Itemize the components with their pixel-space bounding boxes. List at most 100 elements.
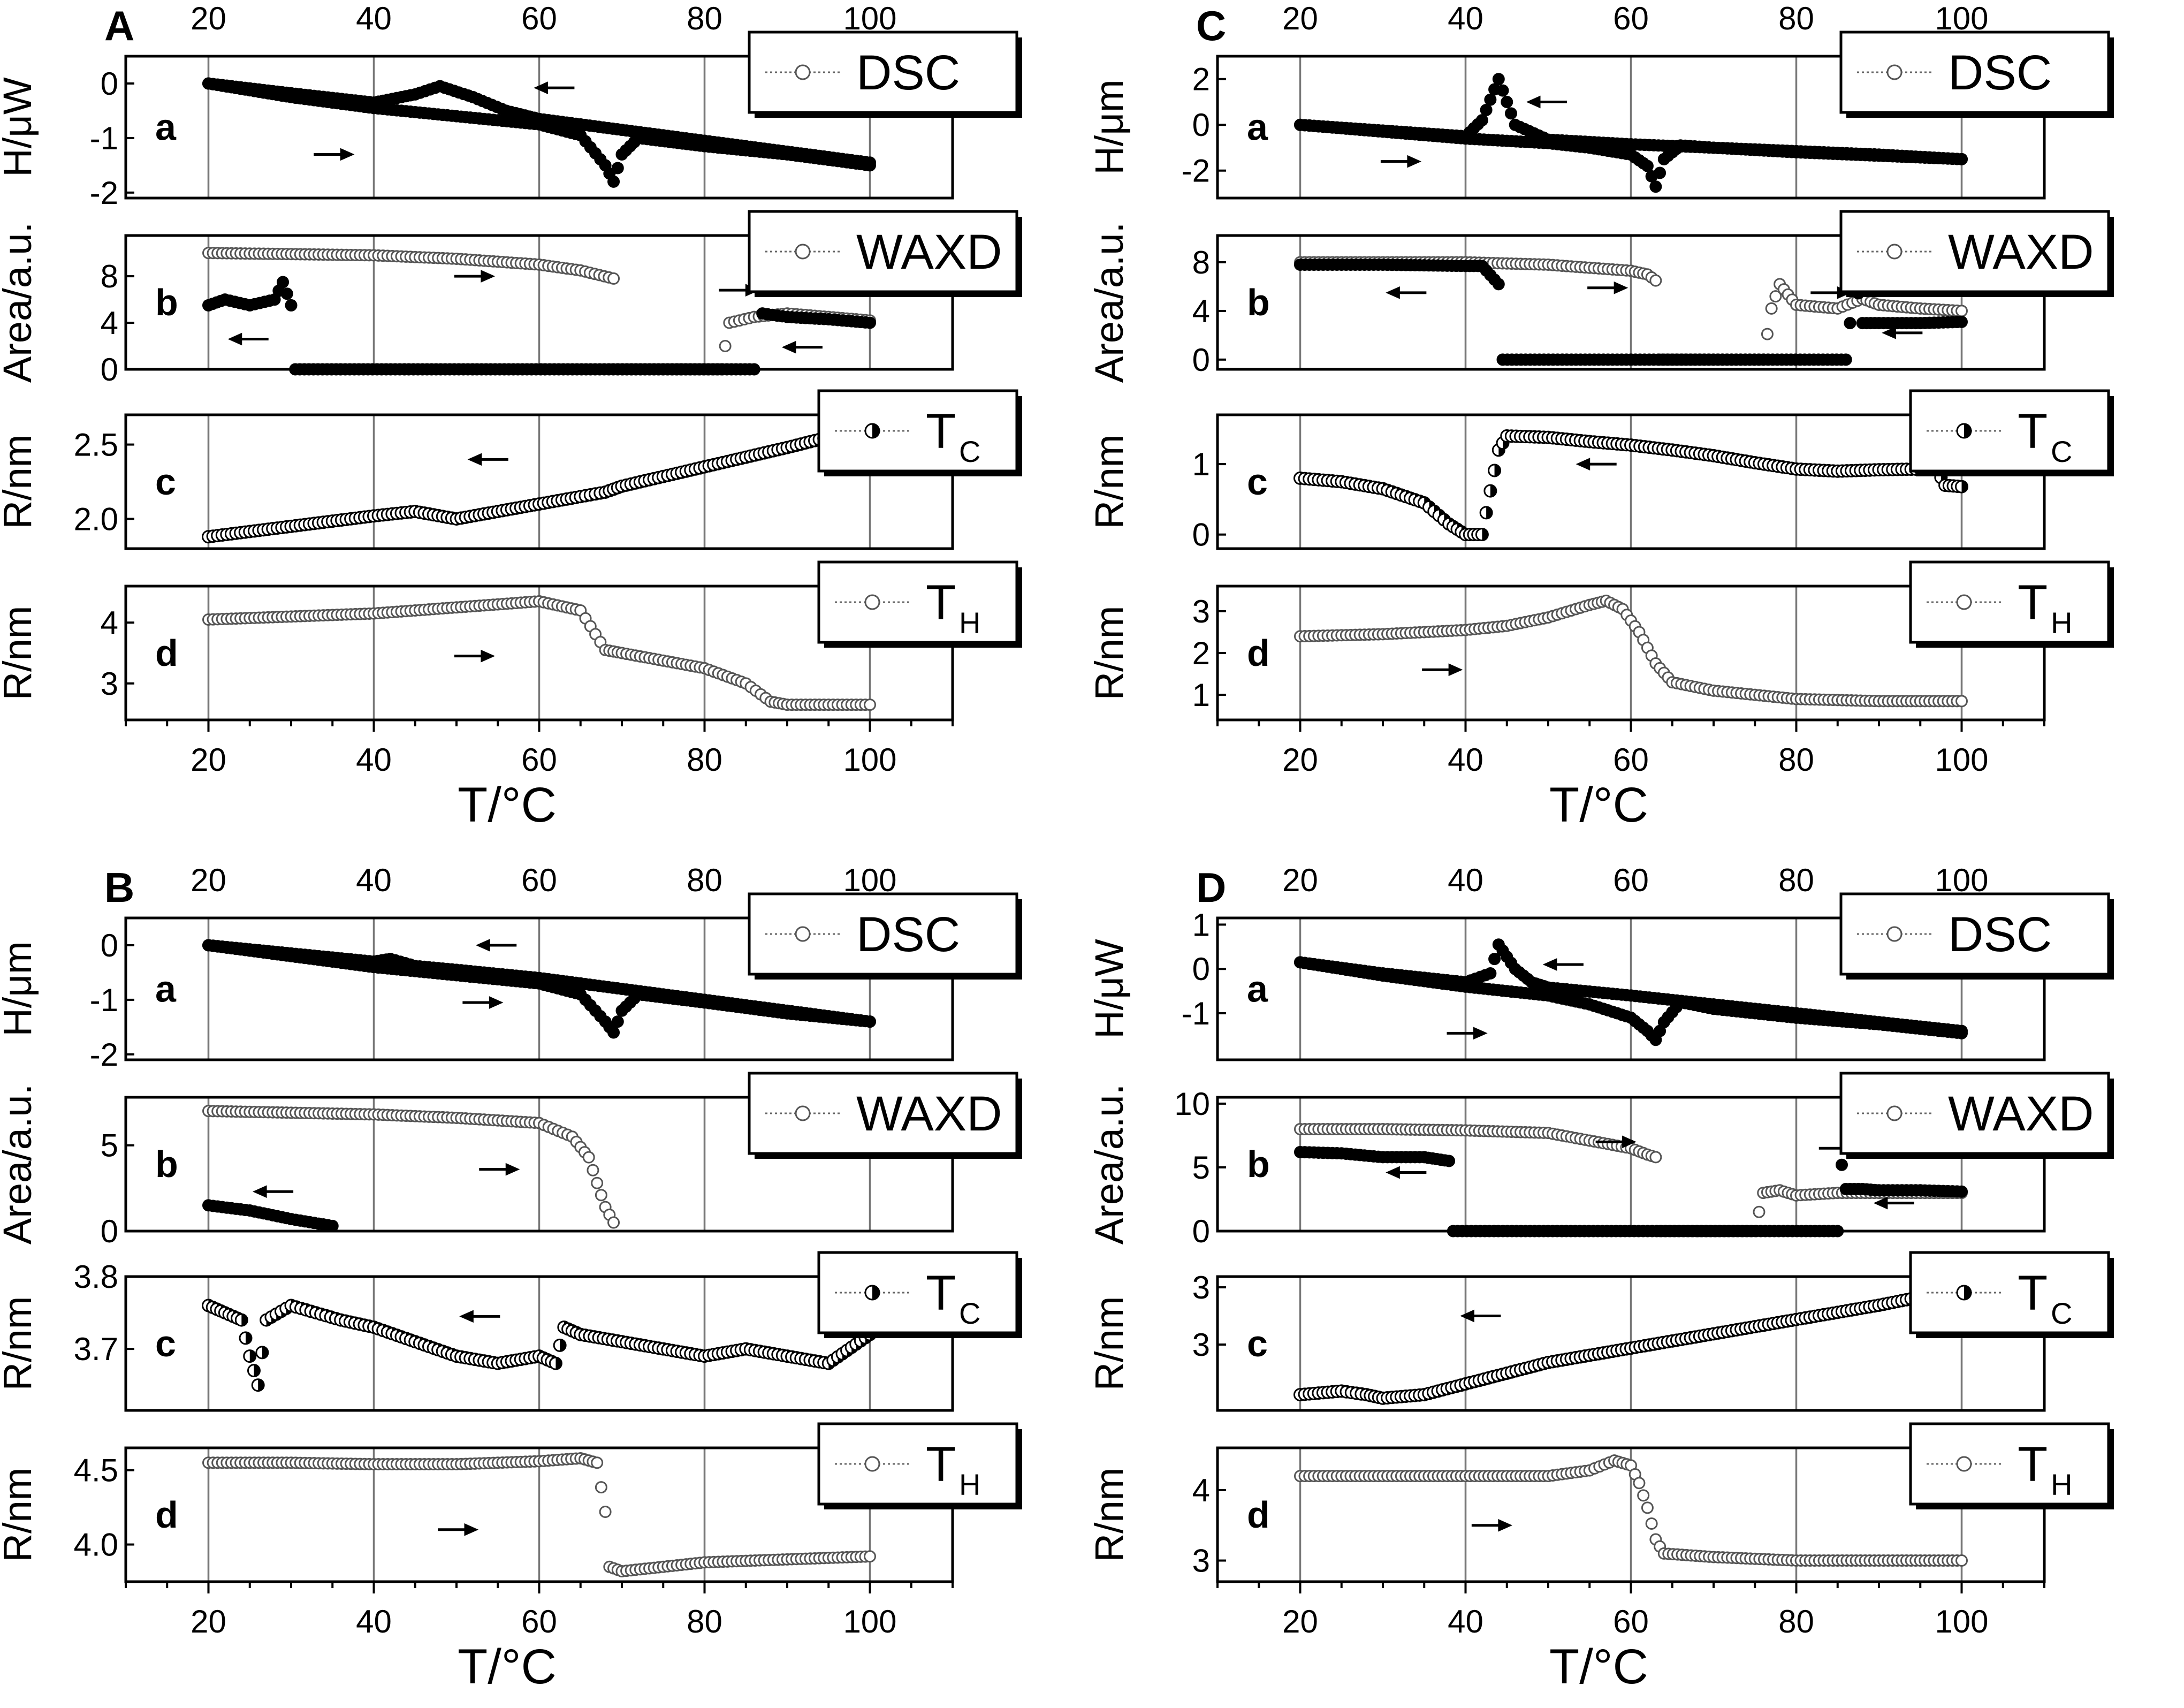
series-TC [202, 420, 877, 544]
data-point [326, 1219, 339, 1232]
arrow-head [1407, 155, 1422, 168]
top-x-tick-label: 60 [1613, 862, 1649, 898]
arrow-head [1498, 1519, 1513, 1532]
data-point [1496, 84, 1509, 97]
subplot-letter: c [1247, 1323, 1268, 1364]
top-x-tick-label: 80 [1778, 862, 1814, 898]
data-point [1955, 695, 1968, 708]
subplot-letter: a [1247, 968, 1268, 1010]
data-point [591, 1456, 604, 1469]
panel-letter: C [1196, 2, 1226, 49]
arrow-head [481, 270, 496, 283]
data-point [1761, 328, 1774, 340]
y-axis-label: H/μW [1087, 939, 1131, 1039]
top-x-tick-label: 80 [1778, 1, 1814, 36]
legend-label: DSC [1948, 45, 2052, 100]
data-point [1955, 1554, 1968, 1567]
data-point [1501, 95, 1513, 108]
legend-box [817, 389, 1018, 473]
legend-marker [1886, 64, 1903, 80]
legend-marker [795, 1105, 811, 1121]
y-tick-label: 3.8 [74, 1259, 118, 1295]
legend-label: T [2018, 575, 2048, 630]
legend-subscript: C [2051, 435, 2072, 468]
x-axis-label: T/°C [1549, 1639, 1648, 1694]
top-x-tick-label: 60 [521, 862, 557, 898]
y-tick-label: 5 [1192, 1150, 1210, 1186]
arrow-head [489, 996, 504, 1009]
legend-marker [795, 926, 811, 942]
y-tick-label: 4 [101, 305, 118, 341]
arrow-head [1386, 286, 1400, 299]
y-tick-label: -2 [90, 1037, 118, 1073]
data-point [1504, 107, 1517, 120]
legend-label: WAXD [856, 1087, 1002, 1141]
legend: DSC [748, 892, 1022, 980]
subplot-b: 0 5 10 Area/a.u. b WAXD [1087, 1072, 2114, 1249]
subplot-letter: b [155, 1143, 178, 1185]
x-axis-label: T/°C [458, 1639, 557, 1694]
data-point [1492, 278, 1505, 291]
y-tick-label: 0 [1192, 342, 1210, 378]
arrow-head [476, 939, 490, 952]
top-x-tick-label: 20 [1282, 862, 1318, 898]
subplot-d: 4.0 4.5 R/nm d T H 20 40 60 80 100 T/°C [0, 1422, 1022, 1694]
subplot-letter: a [155, 968, 177, 1010]
y-axis-label: R/nm [1087, 435, 1131, 529]
data-point [1475, 114, 1488, 127]
x-tick-label: 40 [356, 1604, 392, 1639]
x-tick-label: 80 [1778, 1604, 1814, 1639]
subplot-a: 2 0 -2 H/μm a DSC [1087, 31, 2114, 200]
legend-label: T [926, 1266, 956, 1320]
subplot-c: 3 3 R/nm c T C [1087, 1251, 2114, 1412]
top-x-tick-label: 60 [521, 1, 557, 36]
y-axis-label: R/nm [0, 1468, 40, 1562]
arrow-head [1542, 958, 1557, 971]
subplot-c: 3.7 3.8 R/nm c T C [0, 1251, 1022, 1412]
x-tick-label: 100 [1935, 742, 1988, 778]
data-point [607, 272, 620, 285]
x-tick-label: 100 [843, 742, 896, 778]
arrow-head [1576, 458, 1591, 470]
data-point [1649, 1151, 1662, 1164]
legend-subscript: C [959, 435, 980, 468]
x-tick-label: 60 [1613, 742, 1649, 778]
legend: DSC [1839, 892, 2114, 980]
legend-marker [1886, 926, 1903, 942]
legend: DSC [1839, 31, 2114, 118]
subplot-letter: c [155, 461, 176, 503]
legend: DSC [748, 31, 1022, 118]
y-tick-label: 4.0 [74, 1527, 118, 1563]
legend-marker [864, 1456, 880, 1472]
top-x-tick-label: 40 [356, 1, 392, 36]
y-axis-label: R/nm [1087, 606, 1131, 701]
subplot-d: 3 4 R/nm d T H 20 40 60 80 100 T/°C [1087, 1422, 2114, 1694]
y-axis-label: R/nm [1087, 1296, 1131, 1391]
y-tick-label: -1 [90, 982, 118, 1018]
legend-label: WAXD [1948, 1087, 2094, 1141]
legend-subscript: H [2051, 606, 2072, 640]
arrow-head [1448, 663, 1463, 677]
x-tick-label: 80 [687, 742, 722, 778]
top-x-tick-label: 20 [1282, 1, 1318, 36]
x-axis-label: T/°C [458, 778, 557, 832]
y-tick-label: -2 [1182, 153, 1210, 189]
y-tick-label: 4 [101, 605, 118, 641]
x-axis-label: T/°C [1549, 778, 1648, 832]
legend-label: WAXD [1948, 225, 2094, 279]
legend-box [1909, 389, 2110, 473]
legend-box [1909, 1251, 2110, 1334]
arrow-head [781, 340, 796, 354]
top-x-tick-label: 100 [843, 1, 896, 36]
top-x-tick-label: 60 [1613, 1, 1649, 36]
y-tick-label: 3 [1192, 1327, 1210, 1363]
y-tick-label: 1 [1192, 446, 1210, 482]
y-tick-label: 3.7 [74, 1331, 118, 1367]
legend-marker [1886, 1105, 1903, 1121]
subplot-letter: b [1247, 282, 1270, 323]
y-axis-label: R/nm [1087, 1468, 1131, 1562]
legend-subscript: H [2051, 1468, 2072, 1501]
x-tick-label: 20 [191, 1604, 226, 1639]
